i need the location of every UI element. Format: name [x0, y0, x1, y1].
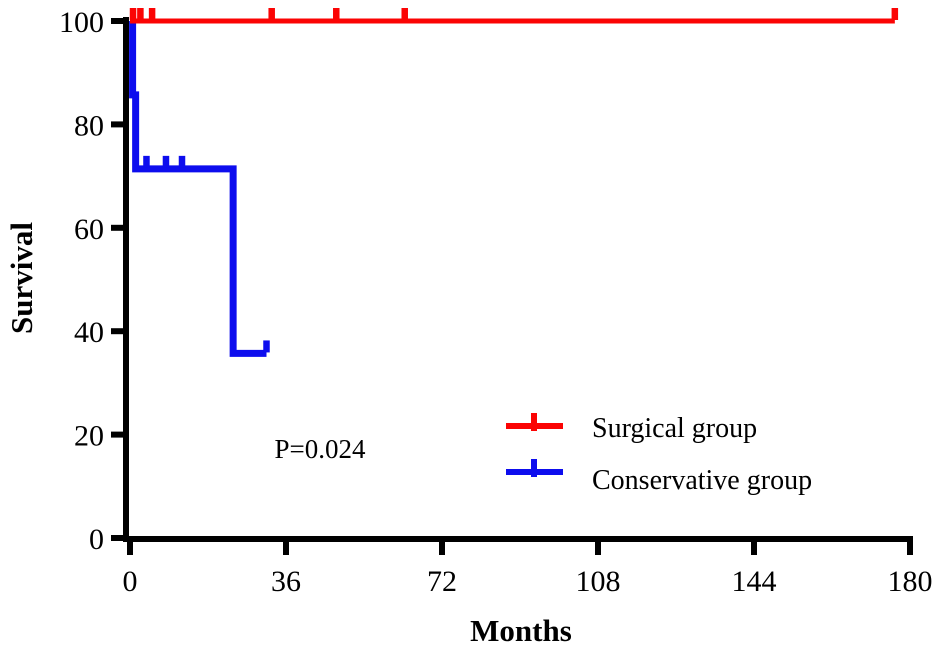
x-tick-label: 144 — [732, 565, 777, 598]
y-tick-label: 100 — [59, 6, 104, 39]
x-axis-title: Months — [470, 613, 572, 648]
x-tick-label: 0 — [123, 565, 138, 598]
y-tick-label: 40 — [74, 316, 104, 349]
p-value-annotation: P=0.024 — [275, 434, 366, 464]
y-tick-label: 0 — [89, 523, 104, 556]
legend-label: Surgical group — [592, 413, 757, 444]
x-tick-label: 36 — [271, 565, 301, 598]
y-axis-title: Survival — [4, 222, 39, 334]
x-tick-label: 180 — [888, 565, 933, 598]
legend-entry-conservative-group: Conservative group — [506, 459, 812, 496]
legend: Surgical group Conservative group — [506, 413, 812, 496]
y-tick-label: 20 — [74, 420, 104, 453]
series-curves — [129, 8, 899, 357]
axes: 0 20 40 60 80 100 0 36 72 108 144 180 — [59, 6, 933, 598]
legend-entry-surgical-group: Surgical group — [506, 413, 757, 444]
x-tick-label: 108 — [576, 565, 621, 598]
series-line-conservative-group — [129, 17, 267, 357]
legend-label: Conservative group — [592, 465, 812, 496]
y-tick-label: 80 — [74, 109, 104, 142]
x-tick-label: 72 — [427, 565, 457, 598]
y-tick-label: 60 — [74, 213, 104, 246]
